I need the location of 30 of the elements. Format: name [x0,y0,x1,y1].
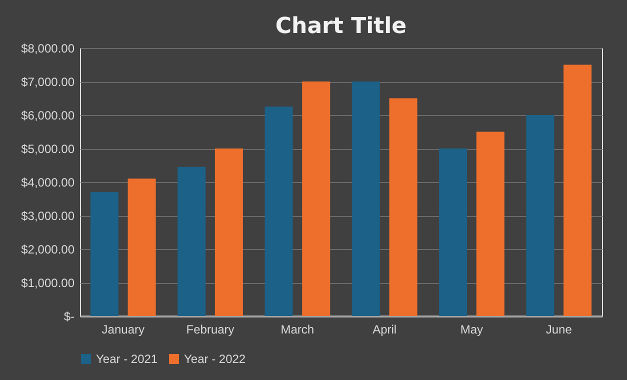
y-tick-label: $3,000.00 [21,209,75,223]
chart-title: Chart Title [275,14,407,39]
y-tick-label: $- [64,310,74,324]
bar [302,82,330,316]
bar [264,106,293,316]
x-tick-label: June [546,322,572,336]
y-tick-label: $2,000.00 [21,242,75,256]
x-tick-label: February [186,322,234,336]
bar [389,98,418,316]
x-tick-label: March [280,322,314,336]
bar [352,82,380,316]
bar [178,166,206,316]
bar [439,148,468,316]
y-tick-label: $1,000.00 [21,276,75,290]
bar [128,178,156,316]
x-tick-label: May [460,322,484,336]
y-tick-label: $6,000.00 [21,108,75,122]
y-tick-label: $4,000.00 [21,176,75,190]
legend-label: Year - 2022 [184,352,246,366]
legend-label: Year - 2021 [96,352,158,366]
bar [90,192,118,316]
x-tick-label: April [372,322,397,336]
x-tick-label: January [102,322,144,336]
y-tick-label: $7,000.00 [21,75,75,89]
bar [476,132,504,316]
bar [526,115,554,316]
y-tick-label: $5,000.00 [21,142,75,156]
bar [214,148,243,316]
y-tick-label: $8,000.00 [21,42,75,56]
bar [564,64,592,316]
